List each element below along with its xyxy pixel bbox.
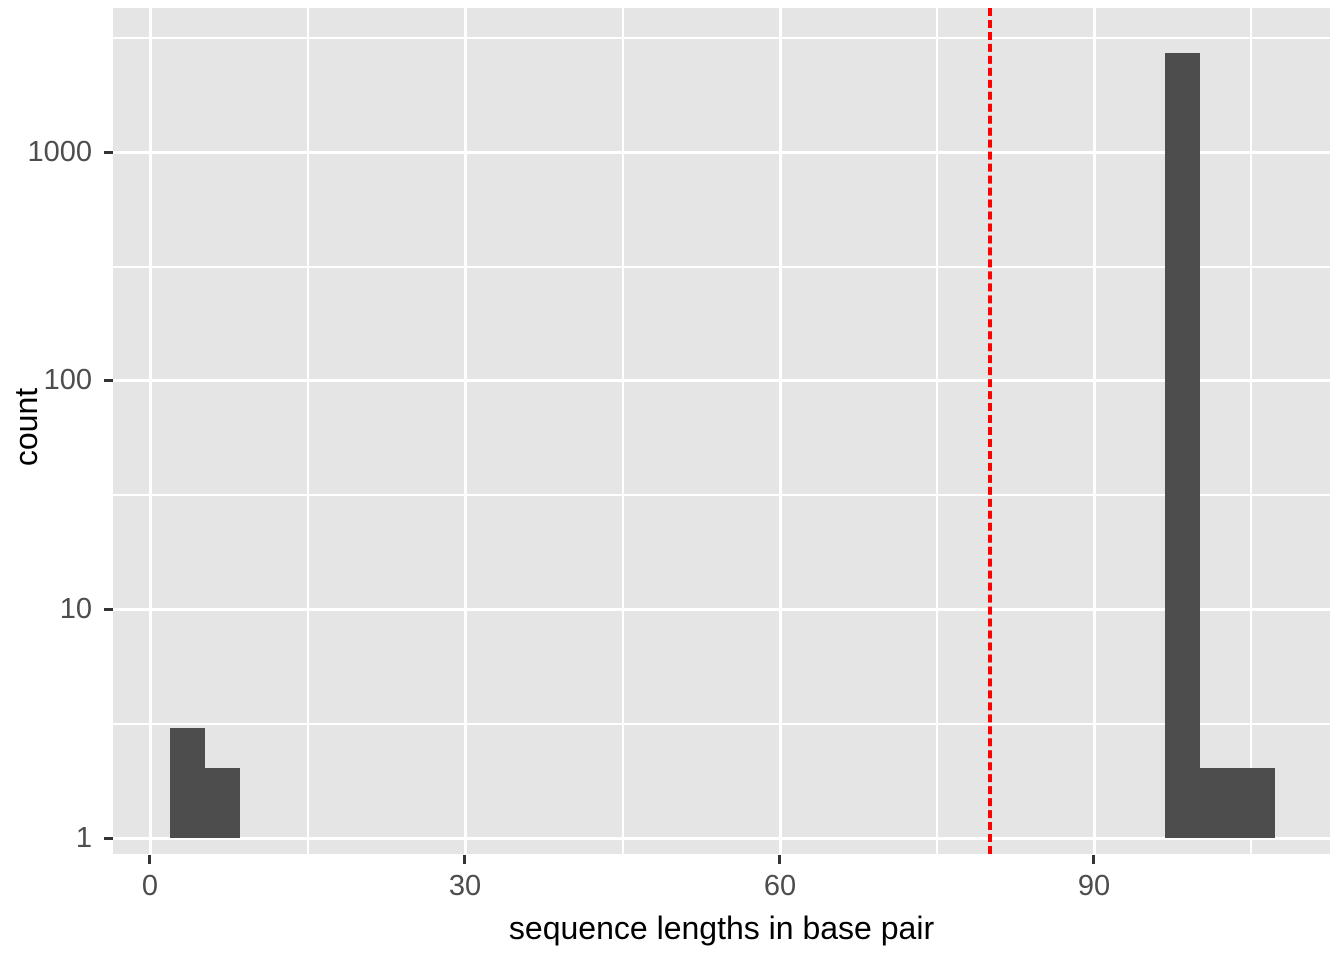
histogram-bar [1235,768,1275,838]
gridline-minor-horizontal [113,37,1330,39]
histogram-bar [205,768,240,838]
gridline-major-vertical [1093,8,1096,854]
gridline-major-horizontal [113,379,1330,382]
x-tick-mark [778,855,781,864]
gridline-minor-vertical [1250,8,1252,854]
y-tick-label-1: 1 [75,822,92,854]
plot-panel [113,8,1330,854]
histogram-bar [1200,768,1235,838]
y-tick-label-100: 100 [43,364,92,396]
gridline-major-vertical [779,8,782,854]
x-axis-title: sequence lengths in base pair [508,910,935,946]
histogram-bar [170,728,205,838]
y-tick-mark [104,608,113,611]
x-tick-mark [148,855,151,864]
y-axis-title: count [8,387,44,467]
y-tick-label-10: 10 [59,593,92,625]
gridline-minor-vertical [307,8,309,854]
gridline-minor-horizontal [113,266,1330,268]
gridline-major-vertical [464,8,467,854]
gridline-major-horizontal [113,837,1330,840]
x-tick-mark [463,855,466,864]
y-tick-label-1000: 1000 [27,136,92,168]
y-tick-mark [104,379,113,382]
x-tick-label-60: 60 [763,870,797,902]
gridline-minor-vertical [622,8,624,854]
x-tick-label-90: 90 [1077,870,1111,902]
x-tick-mark [1092,855,1095,864]
y-tick-mark [104,837,113,840]
gridline-major-horizontal [113,151,1330,154]
histogram-bar [1165,53,1200,838]
gridline-minor-horizontal [113,723,1330,725]
threshold-vline [988,8,992,854]
gridline-minor-horizontal [113,494,1330,496]
y-tick-mark [104,151,113,154]
gridline-minor-vertical [936,8,938,854]
gridline-major-horizontal [113,608,1330,611]
x-tick-label-0: 0 [141,870,159,902]
gridline-major-vertical [149,8,152,854]
x-tick-label-30: 30 [448,870,482,902]
